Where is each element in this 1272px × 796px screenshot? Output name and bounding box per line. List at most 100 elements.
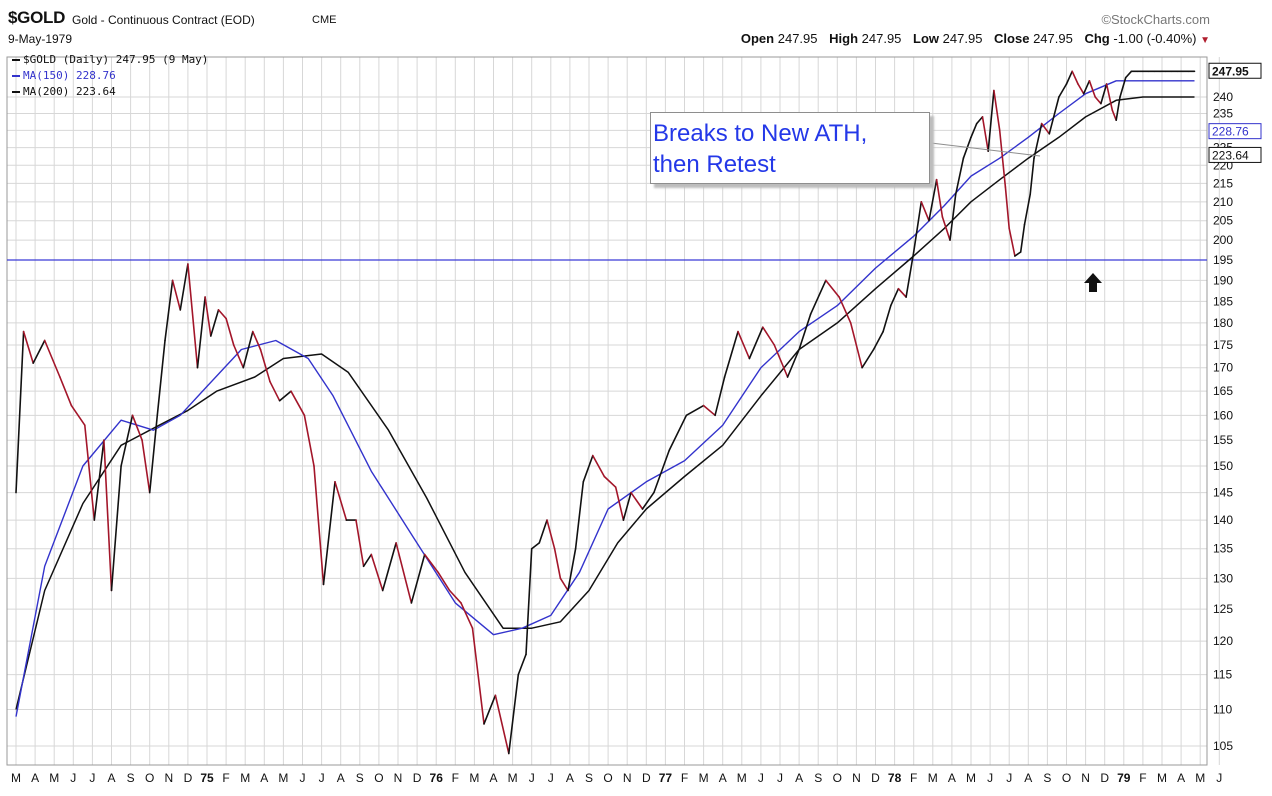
price-segment bbox=[370, 553, 384, 592]
value-label: 223.64 bbox=[1212, 148, 1249, 162]
price-segment bbox=[278, 390, 292, 402]
price-segment bbox=[882, 304, 892, 333]
value-label-box bbox=[1208, 62, 1262, 79]
y-tick-label: 240 bbox=[1213, 90, 1233, 104]
x-tick-label: J bbox=[529, 771, 535, 785]
price-segment bbox=[702, 404, 716, 417]
x-tick-label: S bbox=[356, 771, 364, 785]
ma150-line bbox=[15, 80, 1195, 717]
x-tick-label: N bbox=[1081, 771, 1090, 785]
price-segment bbox=[1094, 96, 1102, 105]
price-segment bbox=[737, 330, 751, 360]
x-tick-label: J bbox=[70, 771, 76, 785]
value-label: 247.95 bbox=[1212, 64, 1249, 78]
x-tick-label: D bbox=[413, 771, 422, 785]
x-tick-label: J bbox=[1006, 771, 1012, 785]
price-segment bbox=[614, 486, 625, 521]
x-tick-label: D bbox=[1100, 771, 1109, 785]
close-label: Close bbox=[994, 31, 1030, 46]
open-value: 247.95 bbox=[777, 31, 818, 46]
down-arrow-icon: ▼ bbox=[1200, 35, 1210, 46]
exchange-label: CME bbox=[312, 14, 337, 26]
x-tick-label: O bbox=[1062, 771, 1071, 785]
x-tick-label: M bbox=[49, 771, 59, 785]
x-tick-label: S bbox=[127, 771, 135, 785]
x-tick-label: A bbox=[337, 771, 345, 785]
value-label-box bbox=[1208, 146, 1262, 163]
y-tick-label: 150 bbox=[1213, 459, 1233, 473]
annotation-line-2: then Retest bbox=[653, 151, 776, 178]
x-tick-label: D bbox=[642, 771, 651, 785]
price-segment bbox=[303, 414, 315, 467]
x-tick-label: M bbox=[278, 771, 288, 785]
price-segment bbox=[861, 348, 875, 369]
ma200-series bbox=[15, 96, 1195, 710]
price-segment bbox=[395, 542, 413, 604]
x-tick-label: J bbox=[1216, 771, 1222, 785]
y-tick-label: 145 bbox=[1213, 486, 1233, 500]
price-segment bbox=[70, 404, 86, 427]
annotation-box bbox=[650, 112, 930, 184]
y-tick-label: 210 bbox=[1213, 195, 1233, 209]
price-segment bbox=[334, 480, 348, 521]
price-segment bbox=[225, 317, 235, 346]
price-segment bbox=[582, 454, 594, 483]
legend-swatch bbox=[12, 59, 20, 61]
price-segment bbox=[591, 454, 606, 478]
x-tick-label: N bbox=[164, 771, 173, 785]
price-segment bbox=[981, 116, 990, 152]
price-segment bbox=[1124, 70, 1133, 79]
price-segment bbox=[59, 376, 73, 407]
price-segment bbox=[1082, 80, 1091, 95]
x-tick-label: M bbox=[737, 771, 747, 785]
price-segment bbox=[156, 339, 166, 417]
high-label: High bbox=[829, 31, 859, 46]
x-tick-label: 75 bbox=[200, 771, 214, 785]
x-tick-label: M bbox=[11, 771, 21, 785]
price-segment bbox=[1105, 83, 1114, 111]
x-tick-label: J bbox=[319, 771, 325, 785]
price-segment bbox=[546, 519, 556, 550]
price-segment bbox=[22, 330, 35, 364]
ohlc-readout: Open 247.95 High 247.95 Low 247.95 Close… bbox=[741, 31, 1210, 46]
y-tick-label: 120 bbox=[1213, 634, 1233, 648]
x-tick-label: J bbox=[758, 771, 764, 785]
chart-legend: $GOLD (Daily) 247.95 (9 May) MA(150) 228.… bbox=[12, 52, 208, 100]
legend-swatch bbox=[12, 91, 20, 93]
price-segment bbox=[838, 296, 852, 324]
x-tick-label: J bbox=[777, 771, 783, 785]
y-tick-label: 170 bbox=[1213, 361, 1233, 375]
price-segment bbox=[204, 296, 212, 337]
ma150-series bbox=[15, 80, 1195, 717]
legend-item: MA(150) 228.76 bbox=[12, 68, 208, 84]
price-segment bbox=[748, 326, 764, 360]
y-axis: 105 110 115 120 125 130 135 140 145 150 155 160 165 1… bbox=[1213, 90, 1233, 753]
price-segment bbox=[530, 542, 541, 550]
chg-value: -1.00 (-0.40%) bbox=[1113, 31, 1197, 46]
x-tick-label: F bbox=[452, 771, 459, 785]
price-segment bbox=[668, 414, 688, 452]
price-segment bbox=[897, 287, 907, 298]
x-tick-label: N bbox=[623, 771, 632, 785]
x-tick-label: 79 bbox=[1117, 771, 1131, 785]
x-tick-label: A bbox=[1177, 771, 1185, 785]
x-tick-label: O bbox=[603, 771, 612, 785]
price-segment bbox=[259, 348, 271, 383]
brand-watermark[interactable]: ©StockCharts.com bbox=[1101, 12, 1210, 27]
y-tick-label: 160 bbox=[1213, 408, 1233, 422]
price-segment bbox=[507, 673, 520, 755]
callout-pointer bbox=[930, 142, 1041, 157]
price-segment bbox=[460, 602, 474, 630]
price-segment bbox=[471, 627, 485, 725]
price-segment bbox=[110, 465, 122, 592]
price-segment bbox=[889, 287, 900, 307]
price-segment bbox=[574, 480, 585, 550]
price-segment bbox=[448, 589, 462, 604]
price-segment bbox=[1033, 122, 1043, 159]
price-segment bbox=[93, 439, 105, 521]
price-segment bbox=[970, 122, 978, 139]
price-segment bbox=[483, 694, 497, 725]
chg-label: Chg bbox=[1084, 31, 1110, 46]
price-segment bbox=[912, 201, 923, 253]
price-segment bbox=[269, 380, 281, 402]
